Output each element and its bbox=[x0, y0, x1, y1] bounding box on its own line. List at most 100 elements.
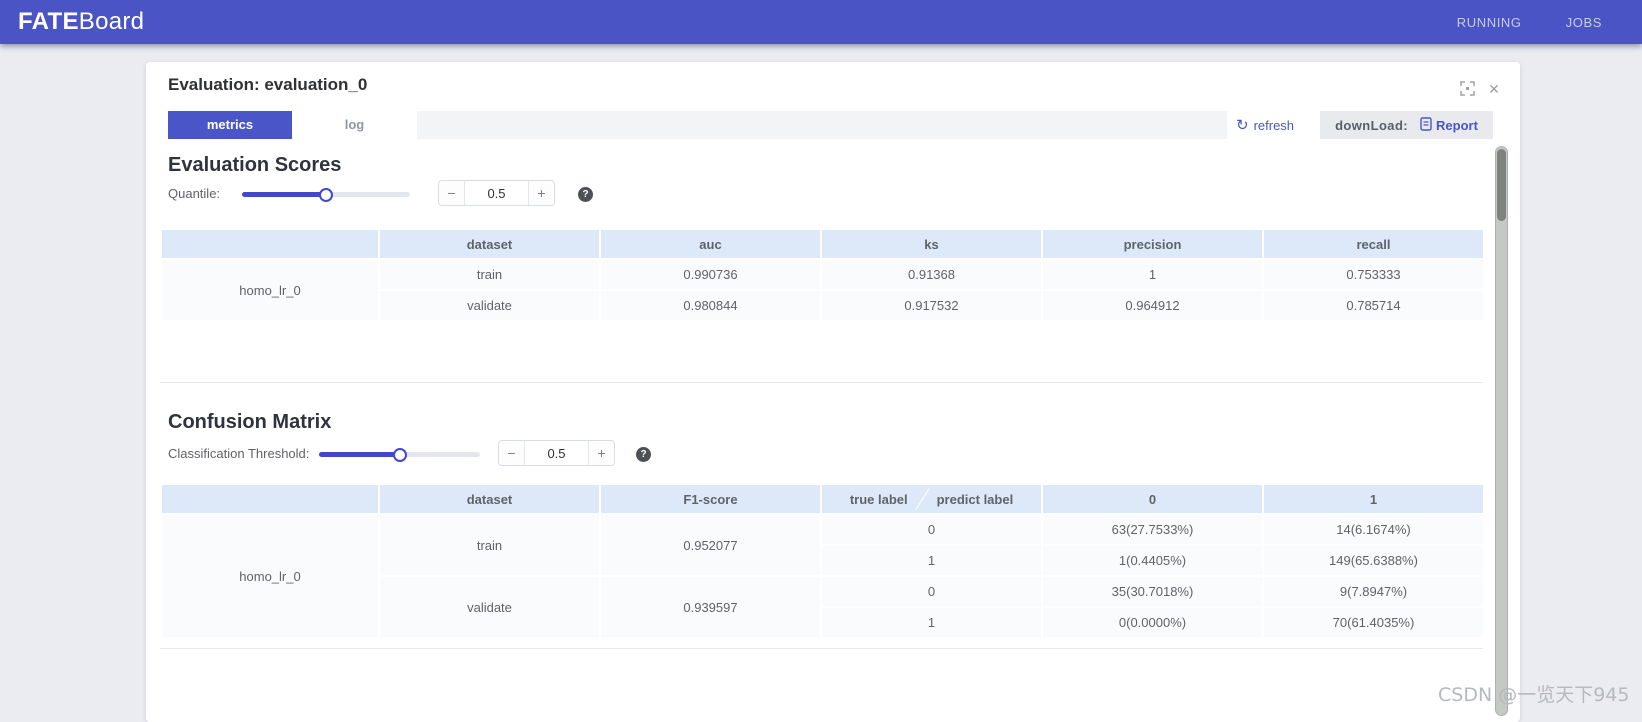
decrease-button[interactable]: − bbox=[439, 181, 465, 205]
quantile-value-input[interactable] bbox=[465, 181, 528, 205]
column-header: recall bbox=[1262, 228, 1485, 260]
table-cell: 0.990736 bbox=[599, 258, 822, 291]
tab-metrics[interactable]: metrics bbox=[168, 111, 292, 139]
decrease-button[interactable]: − bbox=[499, 441, 525, 465]
table-cell: 1 bbox=[820, 544, 1043, 577]
refresh-button[interactable]: ↻ refresh bbox=[1236, 111, 1294, 139]
column-header bbox=[160, 228, 380, 260]
quantile-stepper: − + bbox=[438, 180, 555, 206]
column-header: dataset bbox=[378, 228, 601, 260]
confusion-matrix-table: dataset F1-score true label predict labe… bbox=[160, 483, 1485, 639]
section-divider bbox=[160, 648, 1483, 649]
table-row: 1 0(0.0000%) 70(61.4035%) bbox=[161, 606, 1485, 639]
app-logo-light: Board bbox=[78, 8, 145, 35]
download-label: downLoad: bbox=[1335, 117, 1409, 133]
report-document-icon bbox=[1420, 116, 1432, 134]
classification-threshold-slider[interactable] bbox=[319, 447, 480, 462]
table-header-row: dataset F1-score true label predict labe… bbox=[160, 483, 1485, 515]
report-button[interactable]: Report bbox=[1420, 116, 1478, 134]
table-cell: 1 bbox=[820, 606, 1043, 639]
table-cell: 0.917532 bbox=[820, 289, 1043, 322]
quantile-help-icon[interactable]: ? bbox=[578, 187, 593, 202]
navbar-links: RUNNING JOBS bbox=[1457, 15, 1602, 30]
threshold-value-input[interactable] bbox=[525, 441, 588, 465]
column-header bbox=[160, 483, 380, 515]
evaluation-scores-heading: Evaluation Scores bbox=[168, 154, 342, 176]
evaluation-panel: Evaluation: evaluation_0 ✕ metrics log ↻… bbox=[146, 62, 1520, 722]
threshold-help-icon[interactable]: ? bbox=[636, 447, 651, 462]
classification-threshold-label: Classification Threshold: bbox=[168, 446, 310, 461]
column-header: ks bbox=[820, 228, 1043, 260]
quantile-slider[interactable] bbox=[242, 187, 410, 202]
table-cell: validate bbox=[378, 575, 601, 639]
nav-jobs[interactable]: JOBS bbox=[1565, 14, 1602, 30]
fullscreen-icon[interactable] bbox=[1459, 81, 1475, 97]
app-logo-bold: FATE bbox=[18, 8, 79, 35]
table-cell: train bbox=[378, 513, 601, 577]
increase-button[interactable]: + bbox=[588, 441, 614, 465]
table-row: validate 0.980844 0.917532 0.964912 0.78… bbox=[161, 289, 1485, 322]
table-cell: validate bbox=[378, 289, 601, 322]
quantile-label: Quantile: bbox=[168, 186, 221, 201]
tab-log[interactable]: log bbox=[292, 111, 417, 139]
table-cell: 0 bbox=[820, 575, 1043, 608]
true-label-text: true label bbox=[849, 491, 908, 507]
table-cell: 0.939597 bbox=[599, 575, 822, 639]
table-cell: 14(6.1674%) bbox=[1262, 513, 1485, 546]
vertical-scrollbar[interactable] bbox=[1495, 146, 1508, 716]
table-cell: 9(7.8947%) bbox=[1262, 575, 1485, 608]
table-cell: train bbox=[378, 258, 601, 291]
slider-fill bbox=[319, 452, 400, 457]
table-cell: 0.91368 bbox=[820, 258, 1043, 291]
threshold-stepper: − + bbox=[498, 440, 615, 466]
model-name-cell: homo_lr_0 bbox=[160, 258, 380, 322]
table-cell: 1(0.4405%) bbox=[1041, 544, 1264, 577]
table-row: 1 1(0.4405%) 149(65.6388%) bbox=[161, 544, 1485, 577]
quantile-slider-handle[interactable] bbox=[319, 187, 333, 202]
report-label: Report bbox=[1436, 117, 1478, 133]
column-header-true-predict: true label predict label bbox=[820, 483, 1043, 515]
top-navbar: FATEBoard RUNNING JOBS bbox=[0, 0, 1642, 44]
refresh-icon: ↻ bbox=[1236, 116, 1249, 134]
scrollbar-thumb[interactable] bbox=[1497, 149, 1506, 221]
table-row: validate 0.939597 0 35(30.7018%) 9(7.894… bbox=[161, 575, 1485, 639]
download-bar: downLoad: Report bbox=[1320, 111, 1493, 139]
refresh-label: refresh bbox=[1253, 117, 1295, 133]
model-name-cell: homo_lr_0 bbox=[160, 513, 380, 639]
app-logo[interactable]: FATEBoard bbox=[18, 8, 144, 36]
table-cell: 1 bbox=[1041, 258, 1264, 291]
table-row: homo_lr_0 train 0.952077 0 63(27.7533%) … bbox=[160, 513, 1485, 639]
section-divider bbox=[160, 382, 1483, 383]
panel-title: Evaluation: evaluation_0 bbox=[168, 75, 368, 94]
evaluation-scores-table: dataset auc ks precision recall homo_lr_… bbox=[160, 228, 1485, 322]
slider-fill bbox=[242, 192, 326, 197]
table-cell: 0.753333 bbox=[1262, 258, 1485, 291]
predict-label-text: predict label bbox=[936, 491, 1014, 507]
column-header: 1 bbox=[1262, 483, 1485, 515]
confusion-matrix-heading: Confusion Matrix bbox=[168, 411, 332, 433]
increase-button[interactable]: + bbox=[528, 181, 554, 205]
table-cell: 0.952077 bbox=[599, 513, 822, 577]
table-cell: 0.980844 bbox=[599, 289, 822, 322]
table-cell: 0 bbox=[820, 513, 1043, 546]
tab-strip-filler bbox=[417, 111, 1227, 139]
nav-running[interactable]: RUNNING bbox=[1456, 14, 1522, 30]
table-cell: 0.785714 bbox=[1262, 289, 1485, 322]
table-cell: 63(27.7533%) bbox=[1041, 513, 1264, 546]
csdn-watermark: CSDN @一览天下945 bbox=[1438, 684, 1630, 706]
column-header: 0 bbox=[1041, 483, 1264, 515]
close-icon[interactable]: ✕ bbox=[1488, 81, 1500, 97]
column-header: precision bbox=[1041, 228, 1264, 260]
table-header-row: dataset auc ks precision recall bbox=[160, 228, 1485, 260]
table-cell: 0.964912 bbox=[1041, 289, 1264, 322]
threshold-slider-handle[interactable] bbox=[392, 447, 407, 462]
column-header: dataset bbox=[378, 483, 601, 515]
table-cell: 70(61.4035%) bbox=[1262, 606, 1485, 639]
table-cell: 0(0.0000%) bbox=[1041, 606, 1264, 639]
table-row: homo_lr_0 train 0.990736 0.91368 1 0.753… bbox=[160, 258, 1485, 322]
table-cell: 149(65.6388%) bbox=[1262, 544, 1485, 577]
column-header: F1-score bbox=[599, 483, 822, 515]
column-header: auc bbox=[599, 228, 822, 260]
table-cell: 35(30.7018%) bbox=[1041, 575, 1264, 608]
diagonal-divider bbox=[915, 488, 929, 510]
